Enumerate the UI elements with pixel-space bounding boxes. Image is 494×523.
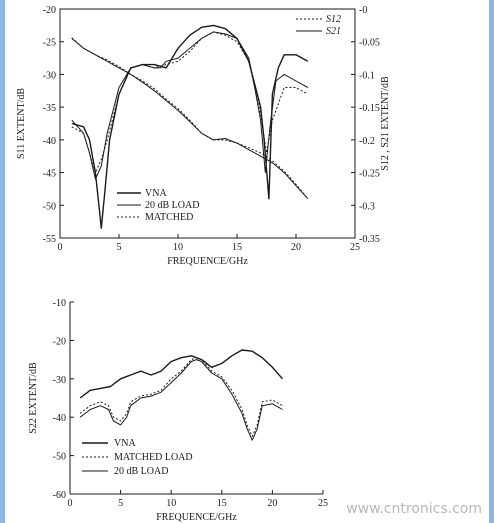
chart-2-legend-label: 20 dB LOAD [114, 466, 168, 477]
chart-1-legend-label: MATCHED [145, 212, 193, 223]
chart-2-legend: VNA MATCHED LOAD 20 dB LOAD [82, 438, 193, 477]
chart-1-y-left-tick-label: -30 [43, 70, 56, 81]
chart-1-legend-label: 20 dB LOAD [145, 200, 199, 211]
chart-2-x-axis-label: FREQUENCE/GHz [156, 512, 237, 523]
chart-1-y-right-tick-label: -0.2 [359, 136, 375, 147]
chart-2-x-tick-label: 15 [217, 498, 227, 509]
chart-1-series-line-s21 [71, 38, 309, 200]
left-frame-strip [0, 0, 5, 523]
chart-2-x-tick-label: 10 [166, 498, 176, 509]
chart-2-x-tick-label: 5 [118, 498, 123, 509]
chart-1-legend-label: S12 [326, 14, 341, 25]
chart-2-legend-label: MATCHED LOAD [114, 452, 193, 463]
chart-1-series-line-20-db-load [71, 31, 309, 180]
chart-1-y-right-tick-label: -0.15 [359, 103, 380, 114]
chart-1-y-left-tick-label: -55 [43, 234, 56, 245]
chart-1-y-left-tick-label: -40 [43, 136, 56, 147]
chart-1-series-line-vna [71, 24, 309, 229]
chart-1-legend-label: S21 [326, 26, 341, 37]
chart-2-x-tick-label: 20 [267, 498, 277, 509]
chart-2-y-tick-label: -30 [53, 375, 66, 386]
chart-1-y-right-tick-label: -0.35 [359, 234, 380, 245]
chart-1-y-right-tick-label: -0.05 [359, 38, 380, 49]
chart-1-y-left-tick-label: -20 [43, 5, 56, 16]
chart-2-series-line-20-db-load [79, 359, 283, 441]
chart-2-x-tick-label: 0 [68, 498, 73, 509]
chart-1-series-line-s12 [71, 37, 309, 200]
chart-1-y-right-tick-label: -0.25 [359, 169, 380, 180]
chart-2-y-tick-label: -10 [53, 298, 66, 309]
chart-1-y-left-axis-label: S11 EXTENT/dB [16, 88, 27, 159]
chart-1-y-left-tick-label: -25 [43, 38, 56, 49]
chart-1-y-right-tick-label: -0.1 [359, 70, 375, 81]
chart-1-x-tick-label: 0 [58, 242, 63, 253]
chart-1: 0 5 10 15 20 25 -20 -25 -30 -35 -40 -45 -50 -55 -0 -0.0… [16, 5, 391, 267]
chart-1-frame [59, 8, 356, 239]
chart-1-y-left-tick-label: -35 [43, 103, 56, 114]
chart-2-y-tick-label: -20 [53, 336, 66, 347]
chart-2-y-tick-label: -60 [53, 490, 66, 501]
chart-2: 0 5 10 15 20 25 -10 -20 -30 -40 -50 -60 FREQUENCE/GH… [28, 298, 328, 523]
chart-1-legend-label: VNA [145, 188, 167, 199]
chart-1-x-tick-label: 20 [291, 242, 301, 253]
chart-1-y-left-tick-label: -50 [43, 201, 56, 212]
chart-2-y-tick-label: -50 [53, 452, 66, 463]
chart-1-x-tick-label: 15 [232, 242, 242, 253]
chart-1-x-tick-label: 25 [350, 242, 360, 253]
chart-1-y-right-axis-label: S12 , S21 EXTENT/dB [380, 76, 391, 171]
chart-2-series-line-vna [79, 349, 284, 399]
chart-1-y-left-tick-label: -45 [43, 169, 56, 180]
chart-1-y-right-tick-label: -0.3 [359, 201, 375, 212]
chart-1-y-right-tick-label: -0 [359, 5, 367, 16]
chart-2-x-tick-label: 25 [318, 498, 328, 509]
chart-2-y-tick-label: -40 [53, 413, 66, 424]
chart-2-legend-label: VNA [114, 438, 136, 449]
chart-2-series-line-matched-load [79, 357, 283, 437]
chart-2-y-axis-label: S22 EXTENT/dB [28, 362, 39, 434]
watermark: www.cntronics.com [346, 501, 482, 517]
chart-1-x-axis-label: FREQUENCE/GHz [167, 256, 248, 267]
chart-1-x-tick-label: 10 [173, 242, 183, 253]
chart-1-x-tick-label: 5 [117, 242, 122, 253]
right-frame-strip [489, 0, 494, 523]
chart-1-series-line-matched [71, 31, 309, 174]
